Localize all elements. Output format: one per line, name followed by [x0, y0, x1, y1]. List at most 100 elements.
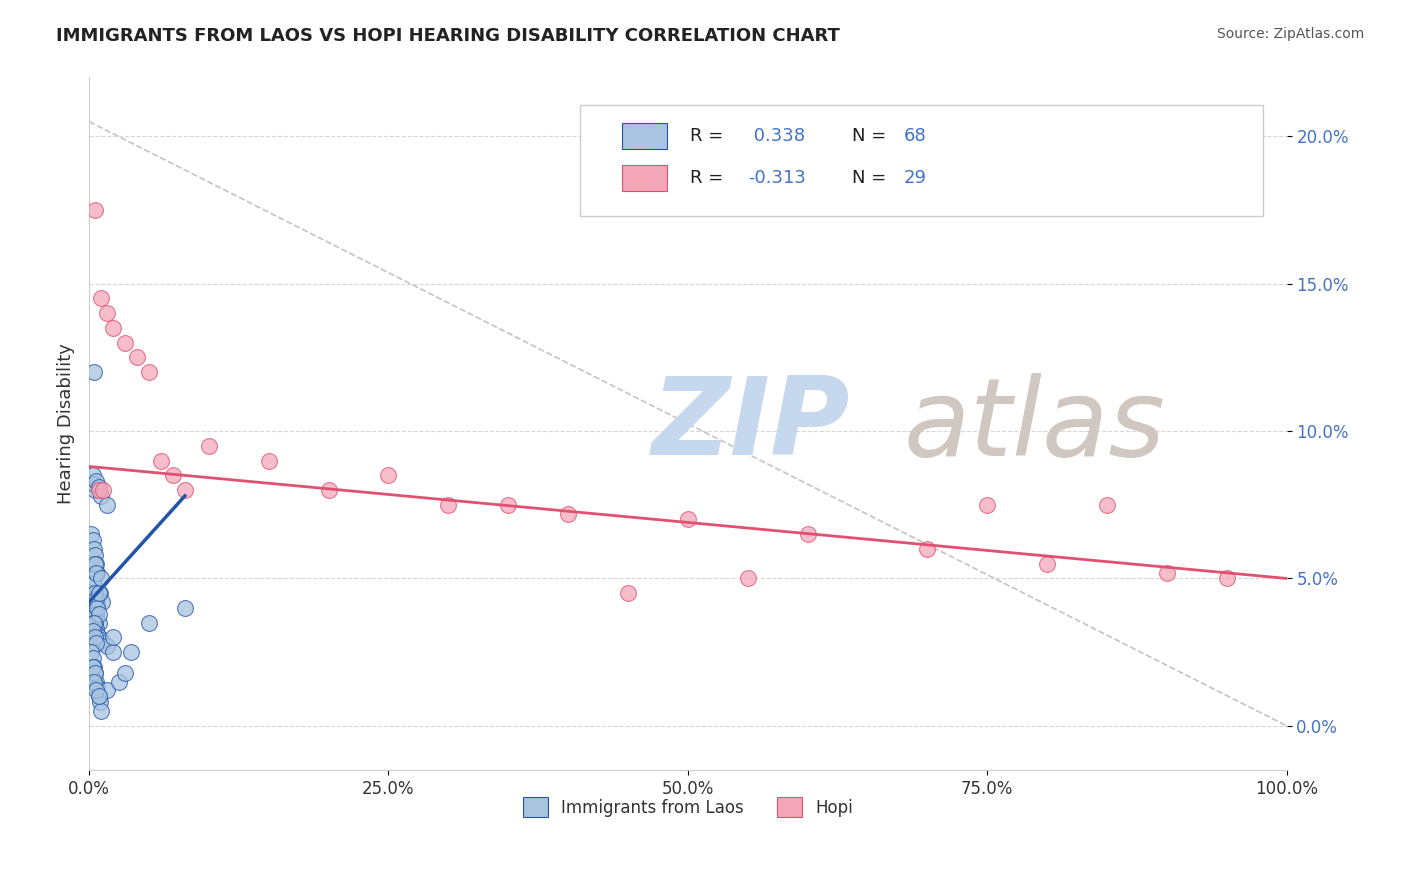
Point	[84, 474, 107, 488]
Point	[257, 453, 280, 467]
Point	[84, 607, 107, 621]
FancyBboxPatch shape	[621, 165, 668, 191]
Point	[676, 512, 699, 526]
FancyBboxPatch shape	[581, 105, 1263, 216]
Point	[138, 365, 160, 379]
Text: IMMIGRANTS FROM LAOS VS HOPI HEARING DISABILITY CORRELATION CHART: IMMIGRANTS FROM LAOS VS HOPI HEARING DIS…	[56, 27, 841, 45]
Point	[84, 566, 107, 580]
Point	[87, 607, 110, 621]
Point	[101, 645, 124, 659]
Point	[91, 595, 114, 609]
Point	[80, 527, 103, 541]
Point	[84, 674, 107, 689]
Point	[80, 645, 103, 659]
Point	[83, 571, 105, 585]
Point	[84, 665, 107, 680]
Point	[1215, 571, 1237, 585]
Point	[87, 631, 110, 645]
Point	[82, 624, 104, 639]
Point	[84, 592, 107, 607]
Point	[83, 660, 105, 674]
Point	[114, 665, 136, 680]
Point	[84, 631, 107, 645]
Text: 0.338: 0.338	[748, 128, 804, 145]
Point	[96, 683, 118, 698]
Point	[82, 577, 104, 591]
Point	[162, 468, 184, 483]
Point	[496, 498, 519, 512]
Point	[84, 592, 107, 607]
Point	[84, 665, 107, 680]
Point	[318, 483, 340, 497]
Point	[84, 557, 107, 571]
Point	[83, 601, 105, 615]
Point	[917, 541, 939, 556]
Point	[82, 624, 104, 639]
Point	[84, 615, 107, 630]
Point	[83, 477, 105, 491]
Text: -0.313: -0.313	[748, 169, 806, 186]
Point	[84, 557, 107, 571]
Point	[83, 615, 105, 630]
Text: ZIP: ZIP	[652, 372, 851, 478]
Point	[125, 351, 148, 365]
Point	[149, 453, 172, 467]
Point	[87, 483, 110, 497]
Point	[83, 541, 105, 556]
Point	[82, 651, 104, 665]
Point	[87, 690, 110, 704]
Point	[93, 636, 115, 650]
Point	[101, 321, 124, 335]
Point	[96, 498, 118, 512]
Point	[108, 674, 131, 689]
Text: N =: N =	[852, 169, 891, 186]
Point	[86, 598, 108, 612]
Point	[557, 507, 579, 521]
Point	[173, 483, 195, 497]
Point	[84, 636, 107, 650]
Point	[82, 468, 104, 483]
Point	[86, 681, 108, 695]
Point	[89, 695, 111, 709]
Point	[87, 586, 110, 600]
Point	[114, 335, 136, 350]
Point	[976, 498, 998, 512]
Point	[1036, 557, 1059, 571]
Point	[84, 483, 107, 497]
Point	[617, 586, 640, 600]
Text: N =: N =	[852, 128, 891, 145]
Point	[86, 601, 108, 615]
Point	[90, 633, 112, 648]
Point	[83, 365, 105, 379]
Point	[90, 292, 112, 306]
Point	[138, 615, 160, 630]
Text: Source: ZipAtlas.com: Source: ZipAtlas.com	[1216, 27, 1364, 41]
Point	[90, 489, 112, 503]
Point	[84, 548, 107, 562]
Point	[87, 690, 110, 704]
Text: R =: R =	[690, 169, 730, 186]
Point	[120, 645, 142, 659]
Point	[96, 639, 118, 653]
Point	[84, 586, 107, 600]
Point	[198, 439, 221, 453]
Text: 68: 68	[904, 128, 927, 145]
Point	[737, 571, 759, 585]
Point	[82, 595, 104, 609]
Point	[86, 566, 108, 580]
Y-axis label: Hearing Disability: Hearing Disability	[58, 343, 75, 504]
Point	[86, 627, 108, 641]
Point	[83, 674, 105, 689]
Point	[796, 527, 818, 541]
Point	[173, 601, 195, 615]
Point	[1156, 566, 1178, 580]
Point	[84, 202, 107, 217]
Point	[93, 483, 115, 497]
Point	[87, 480, 110, 494]
Point	[437, 498, 460, 512]
Point	[1095, 498, 1118, 512]
Point	[80, 586, 103, 600]
Point	[87, 615, 110, 630]
Point	[101, 631, 124, 645]
Point	[90, 704, 112, 718]
